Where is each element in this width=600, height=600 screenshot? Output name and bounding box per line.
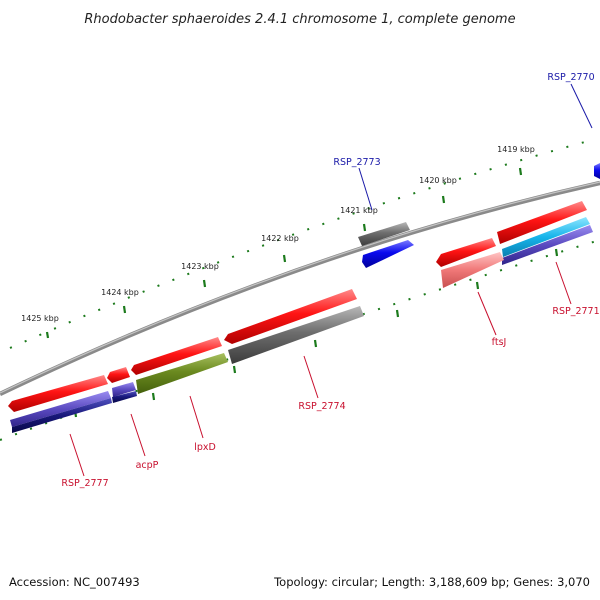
leader-rsp2777 — [69, 433, 85, 477]
gene-rsp2777-red-arrow[interactable] — [8, 375, 108, 412]
gene-lpxd-olive[interactable] — [136, 353, 228, 394]
gene-rsp2770-arrow[interactable] — [594, 163, 600, 179]
gene-acpp-purple[interactable] — [112, 382, 136, 397]
tick-label-1423: 1423 kbp — [181, 262, 219, 271]
accession-text: Accession: NC_007493 — [9, 575, 140, 589]
gene-label-acpp[interactable]: acpP — [136, 460, 159, 471]
gene-ftsj-red-arrow[interactable] — [436, 238, 496, 267]
gene-label-rsp2777[interactable]: RSP_2777 — [61, 478, 108, 489]
gene-rsp2773-arrow[interactable] — [358, 222, 410, 246]
tick-label-1421: 1421 kbp — [340, 206, 378, 215]
gene-label-rsp2771[interactable]: RSP_2771 — [552, 306, 599, 317]
gene-label-rsp2773[interactable]: RSP_2773 — [333, 157, 380, 168]
gene-rsp2777-purple[interactable] — [10, 391, 111, 427]
gene-label-rsp2770[interactable]: RSP_2770 — [547, 72, 594, 83]
gene-rsp2777-navy[interactable] — [12, 398, 112, 433]
gene-acpp-red-arrow[interactable] — [107, 367, 130, 383]
outer-major-ticks — [45, 167, 523, 339]
leader-rsp2771 — [555, 261, 572, 305]
tick-label-1425: 1425 kbp — [21, 314, 59, 323]
gene-rsp2774-red-arrow[interactable] — [224, 289, 357, 344]
inner-major-ticks — [73, 248, 559, 418]
genome-summary-text: Topology: circular; Length: 3,188,609 bp… — [273, 575, 590, 589]
map-title: Rhodobacter sphaeroides 2.4.1 chromosome… — [84, 12, 515, 27]
leader-rsp2770 — [570, 83, 593, 129]
gene-label-lpxd[interactable]: lpxD — [194, 442, 216, 453]
gene-rsp2774-gray[interactable] — [228, 306, 364, 364]
tick-label-1424: 1424 kbp — [101, 288, 139, 297]
leader-ftsj — [477, 291, 497, 336]
gene-ftsj-pink[interactable] — [441, 252, 504, 288]
tick-label-1419: 1419 kbp — [497, 145, 535, 154]
leader-acpp — [130, 413, 146, 457]
gene-rsp2771-cyan[interactable] — [502, 217, 590, 257]
leader-rsp2774 — [303, 355, 319, 399]
tick-label-1420: 1420 kbp — [419, 176, 457, 185]
genome-backbone — [0, 180, 600, 397]
gene-label-ftsj[interactable]: ftsJ — [492, 337, 507, 348]
leader-rsp2773 — [358, 167, 373, 211]
gene-rsp2771-purple[interactable] — [502, 225, 593, 265]
gene-lpxd-red-arrow[interactable] — [131, 337, 222, 375]
gene-rsp2773-blue-arrow[interactable] — [362, 240, 414, 268]
gene-acpp-navy[interactable] — [112, 391, 137, 403]
gene-label-rsp2774[interactable]: RSP_2774 — [298, 401, 345, 412]
tick-label-1422: 1422 kbp — [261, 234, 299, 243]
gene-rsp2771-red-arrow[interactable] — [497, 201, 587, 244]
leader-lpxd — [189, 395, 204, 439]
